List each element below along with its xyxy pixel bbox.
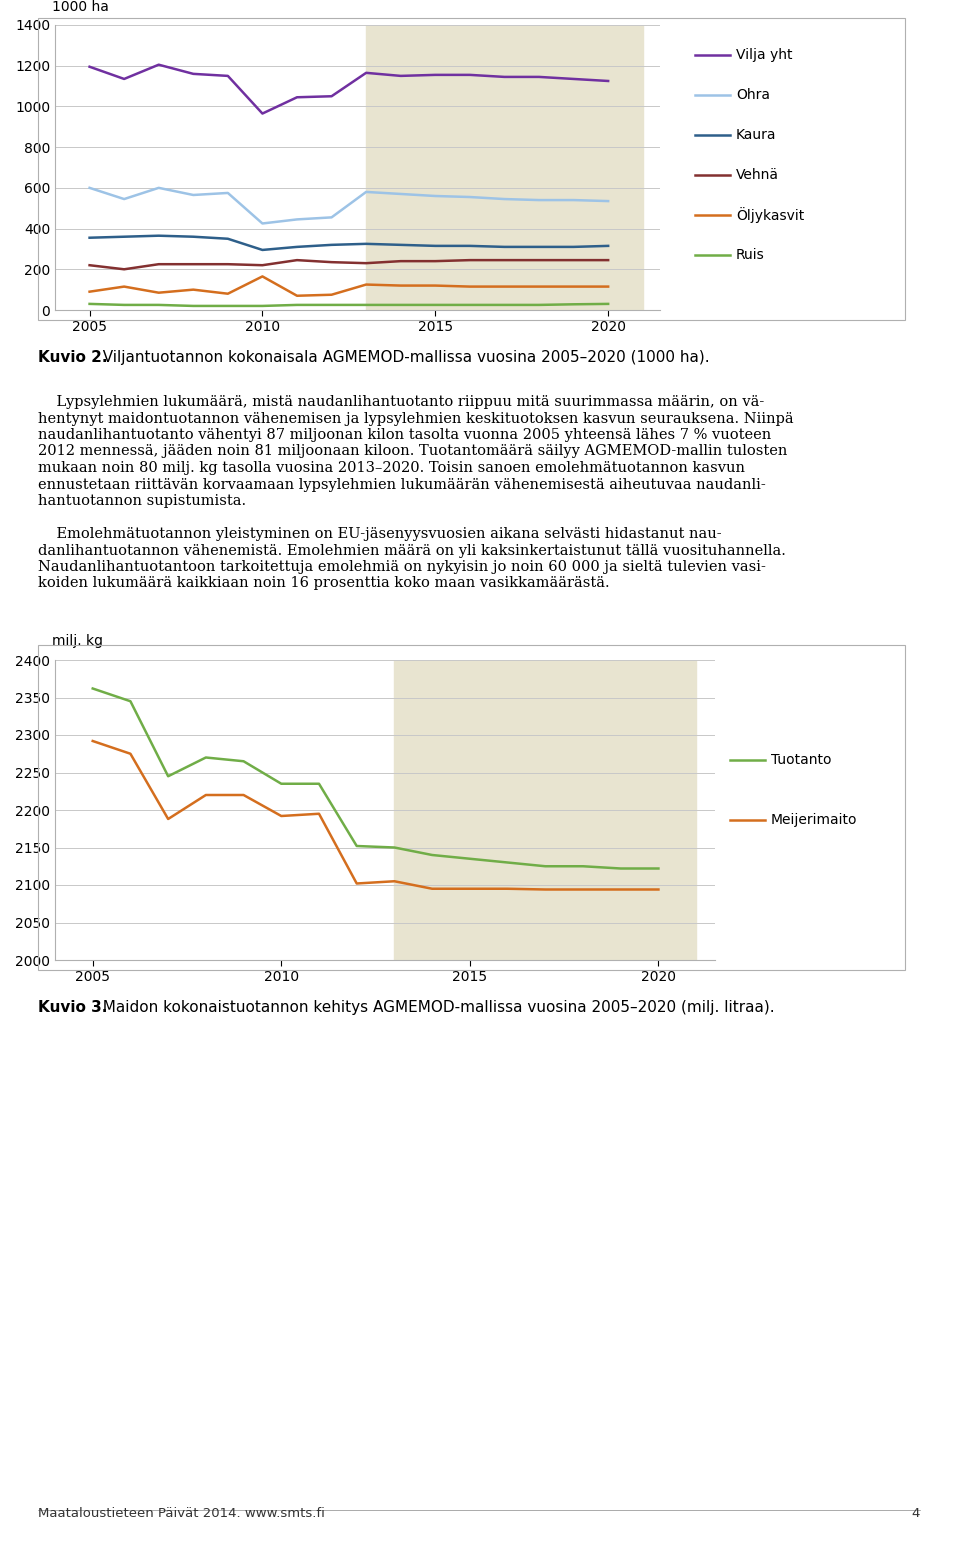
Text: Kuvio 2.: Kuvio 2. [38,350,108,365]
Text: Meijerimaito: Meijerimaito [771,814,857,828]
Text: 4: 4 [912,1507,920,1521]
Text: Ohra: Ohra [736,88,770,102]
Text: hantuotannon supistumista.: hantuotannon supistumista. [38,493,246,507]
Text: koiden lukumäärä kaikkiaan noin 16 prosenttia koko maan vasikkamäärästä.: koiden lukumäärä kaikkiaan noin 16 prose… [38,577,610,591]
Text: Kaura: Kaura [736,128,777,142]
Text: hentynyt maidontuotannon vähenemisen ja lypsylehmien keskituotoksen kasvun seura: hentynyt maidontuotannon vähenemisen ja … [38,412,794,425]
Text: Lypsylehmien lukumäärä, mistä naudanlihantuotanto riippuu mitä suurimmassa määri: Lypsylehmien lukumäärä, mistä naudanliha… [38,394,764,408]
Text: naudanlihantuotanto vähentyi 87 miljoonan kilon tasolta vuonna 2005 yhteensä läh: naudanlihantuotanto vähentyi 87 miljoona… [38,429,771,442]
Text: danlihantuotannon vähenemistä. Emolehmien määrä on yli kaksinkertaistunut tällä : danlihantuotannon vähenemistä. Emolehmie… [38,543,786,557]
Text: Kuvio 3.: Kuvio 3. [38,999,108,1015]
Text: Viljantuotannon kokonaisala AGMEMOD-mallissa vuosina 2005–2020 (1000 ha).: Viljantuotannon kokonaisala AGMEMOD-mall… [93,350,709,365]
Text: Ruis: Ruis [736,248,765,261]
Bar [366,25,642,309]
Text: Tuotanto: Tuotanto [771,753,831,767]
Text: Maataloustieteen Päivät 2014. www.smts.fi: Maataloustieteen Päivät 2014. www.smts.f… [38,1507,324,1521]
Text: Naudanlihantuotantoon tarkoitettuja emolehmiä on nykyisin jo noin 60 000 ja siel: Naudanlihantuotantoon tarkoitettuja emol… [38,560,766,574]
Bar [395,661,696,961]
Text: Maidon kokonaistuotannon kehitys AGMEMOD-mallissa vuosina 2005–2020 (milj. litra: Maidon kokonaistuotannon kehitys AGMEMOD… [93,999,775,1015]
Text: milj. kg: milj. kg [52,634,103,648]
Text: 2012 mennessä, jääden noin 81 miljoonaan kiloon. Tuotantomäärä säilyy AGMEMOD-ma: 2012 mennessä, jääden noin 81 miljoonaan… [38,444,787,458]
Text: Vehnä: Vehnä [736,169,779,183]
Text: Vilja yht: Vilja yht [736,48,793,62]
Text: mukaan noin 80 milj. kg tasolla vuosina 2013–2020. Toisin sanoen emolehmätuotann: mukaan noin 80 milj. kg tasolla vuosina … [38,461,745,475]
Text: Öljykasvit: Öljykasvit [736,207,804,223]
Text: Emolehmätuotannon yleistyminen on EU-jäsenyysvuosien aikana selvästi hidastanut : Emolehmätuotannon yleistyminen on EU-jäs… [38,528,722,541]
Text: ennustetaan riittävän korvaamaan lypsylehmien lukumäärän vähenemisestä aiheutuva: ennustetaan riittävän korvaamaan lypsyle… [38,478,766,492]
Text: 1000 ha: 1000 ha [52,0,108,14]
